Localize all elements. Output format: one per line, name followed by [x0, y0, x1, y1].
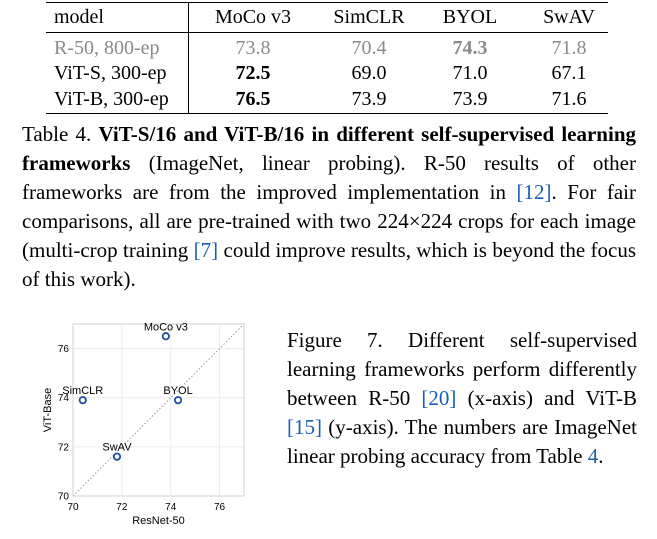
diagonal-reference-line — [72, 323, 245, 497]
table-caption-text: could improve results, which is beyond t… — [22, 238, 636, 291]
table-caption: Table 4. ViT-S/16 and ViT-B/16 in differ… — [22, 120, 636, 294]
cell-value: 69.0 — [351, 62, 387, 84]
data-point-marker — [78, 396, 87, 405]
y-tick-label: 74 — [58, 393, 70, 404]
plot-frame — [72, 323, 245, 497]
cell-value: 70.4 — [351, 37, 387, 59]
row-label: ViT-B, 300-ep — [54, 88, 169, 110]
data-point-label: MoCo v3 — [144, 321, 188, 333]
x-axis-label: ResNet-50 — [132, 515, 185, 527]
cell-value-best: 74.3 — [452, 37, 488, 59]
figure-caption-text: (x-axis) and ViT-B — [456, 386, 637, 410]
table-header-rule — [46, 32, 608, 33]
data-point-marker — [112, 452, 122, 461]
y-tick-label: 70 — [58, 492, 70, 503]
cell-value-best: 76.5 — [235, 88, 271, 110]
x-tick-label: 74 — [165, 502, 177, 513]
table-caption-title: ViT-S/16 and ViT-B/16 in different self-… — [22, 122, 636, 175]
citation-link[interactable]: [12] — [516, 180, 552, 204]
citation-link[interactable]: [7] — [193, 238, 219, 262]
table-caption-label: Table 4. — [22, 122, 92, 146]
data-points: MoCo v3 SimCLR BYOL SwAV — [62, 321, 193, 461]
data-point-marker — [173, 396, 183, 405]
cell-value: 71.6 — [551, 88, 587, 110]
table-caption-text: (ImageNet, linear probing). R-50 results… — [22, 151, 636, 204]
table-column-divider — [188, 3, 189, 113]
figure-caption-text: . — [598, 444, 604, 468]
figure-caption-label: Figure 7. — [287, 328, 383, 352]
axis-ticks: 70 72 74 76 70 72 74 76 — [58, 344, 226, 513]
x-tick-label: 70 — [67, 502, 79, 513]
data-point-marker — [161, 332, 170, 341]
table-caption-text: . For fair comparisons, all are pre-trai… — [22, 180, 636, 262]
figure-caption: Figure 7. Different self-supervised lear… — [287, 326, 637, 471]
citation-link[interactable]: [20] — [421, 386, 457, 410]
data-point-label: BYOL — [163, 385, 192, 397]
cell-value-best: 72.5 — [235, 62, 271, 84]
cell-value: 73.9 — [351, 88, 387, 110]
cell-value: 73.8 — [235, 37, 271, 59]
header-moco: MoCo v3 — [214, 6, 292, 28]
data-point-label: SimCLR — [62, 385, 103, 397]
cell-value: 71.8 — [551, 37, 587, 59]
header-swav: SwAV — [543, 6, 595, 28]
scatter-plot: 70 72 74 76 70 72 74 76 MoCo v3 SimCLR BYOL SwAV R… — [16, 318, 280, 536]
header-simclr: SimCLR — [333, 6, 405, 28]
header-byol: BYOL — [442, 6, 498, 28]
row-label: ViT-S, 300-ep — [54, 62, 167, 84]
y-tick-label: 72 — [58, 442, 70, 453]
figure-caption-text: Different self-supervised learning frame… — [287, 328, 637, 410]
x-tick-label: 72 — [116, 502, 128, 513]
cell-value: 73.9 — [452, 88, 488, 110]
cell-value: 71.0 — [452, 62, 488, 84]
header-model: model — [54, 6, 104, 28]
cell-value: 67.1 — [551, 62, 587, 84]
figure-caption-text: (y-axis). The numbers are ImageNet linea… — [287, 415, 637, 468]
y-tick-label: 76 — [58, 344, 70, 355]
table-link[interactable]: 4 — [587, 444, 599, 468]
table-bottom-rule — [46, 113, 608, 114]
data-point-label: SwAV — [102, 442, 132, 454]
results-table: model MoCo v3 SimCLR BYOL SwAV R-50, 800… — [46, 2, 608, 114]
scatter-plot-svg: 70 72 74 76 70 72 74 76 MoCo v3 SimCLR BYOL SwAV R… — [42, 321, 245, 527]
row-label: R-50, 800-ep — [54, 37, 160, 59]
x-tick-label: 76 — [214, 502, 226, 513]
table-top-rule — [46, 2, 608, 3]
y-axis-label: ViT-Base — [42, 388, 54, 432]
citation-link[interactable]: [15] — [287, 415, 322, 439]
